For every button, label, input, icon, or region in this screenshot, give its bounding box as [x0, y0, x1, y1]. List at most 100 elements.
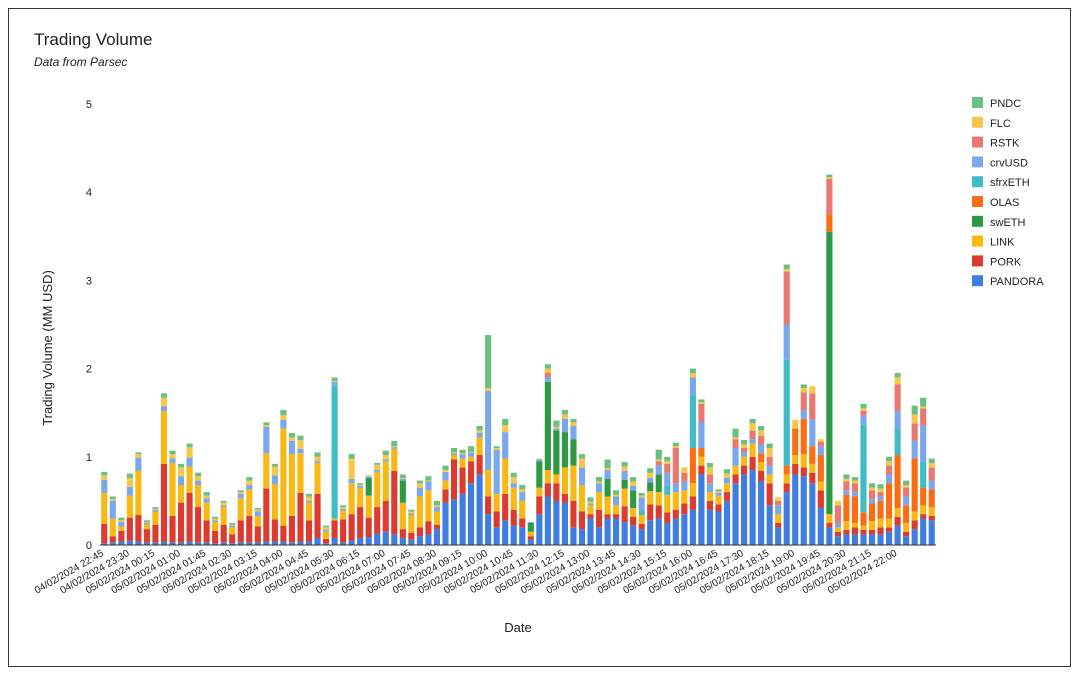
bar-segment-pndc: [758, 425, 765, 431]
bar-stack: [118, 517, 125, 545]
bar-segment-link: [519, 500, 526, 519]
bar-segment-pandora: [493, 527, 500, 545]
bar-segment-pandora: [408, 539, 415, 545]
legend-item-link: LINK: [972, 235, 1015, 249]
bar-stack: [817, 439, 824, 545]
y-tick-label: 1: [86, 452, 92, 464]
bar-segment-pandora: [877, 534, 884, 545]
bar-segment-link: [553, 474, 560, 484]
bar-segment-crvusd: [920, 425, 927, 462]
bar-segment-link: [655, 492, 662, 506]
bar-segment-pork: [340, 519, 347, 543]
bar-segment-crvusd: [109, 500, 116, 519]
bar-segment-pandora: [160, 541, 168, 545]
bar-segment-crvusd: [220, 505, 227, 508]
bar-segment-link: [143, 524, 150, 530]
bar-segment-pandora: [527, 539, 534, 545]
bar-segment-sweth: [553, 430, 560, 475]
bar-segment-pndc: [587, 497, 594, 502]
bar-stack: [391, 440, 398, 545]
bar-segment-pndc: [340, 505, 347, 508]
bar-segment-pandora: [834, 536, 841, 545]
bar-segment-pndc: [851, 477, 859, 481]
bar-segment-pandora: [203, 542, 210, 545]
bar-segment-pork: [578, 511, 586, 530]
bar-segment-olas: [843, 494, 850, 522]
bar-segment-pndc: [826, 174, 833, 178]
bar-segment-crvusd: [570, 425, 577, 440]
bar-segment-pork: [459, 467, 466, 494]
bar-segment-pndc: [101, 471, 108, 476]
bar-segment-pndc: [706, 462, 714, 468]
bar-segment-pork: [135, 515, 142, 542]
bar-segment-crvusd: [152, 509, 159, 512]
bar-segment-pndc: [604, 459, 611, 469]
bar-segment-pandora: [399, 537, 406, 545]
bar-segment-pork: [630, 516, 637, 526]
bar-segment-pndc: [263, 422, 270, 426]
bar-segment-flc: [160, 397, 168, 407]
bar-segment-flc: [740, 444, 748, 448]
bar-stack: [288, 432, 296, 545]
bar-segment-pandora: [254, 542, 261, 545]
bar-segment-olas: [851, 496, 859, 523]
bar-stack: [305, 493, 313, 545]
bar-stack: [135, 452, 142, 545]
bar-segment-pndc: [246, 477, 253, 481]
bar-segment-flc: [237, 492, 244, 494]
bar-segment-crvusd: [476, 432, 483, 438]
bar-segment-link: [288, 454, 296, 516]
bar-segment-flc: [647, 472, 654, 478]
bar-segment-link: [212, 522, 219, 531]
bar-segment-crvusd: [868, 499, 876, 504]
bar-stack: [519, 485, 526, 545]
bar-segment-crvusd: [638, 497, 645, 511]
bar-segment-link: [365, 495, 372, 518]
bar-segment-rstk: [706, 474, 714, 484]
bar-segment-link: [263, 453, 270, 489]
bar-segment-crvusd: [817, 446, 824, 456]
bar-segment-sfrxeth: [689, 395, 696, 448]
bar-segment-pork: [740, 465, 748, 475]
bar-segment-crvusd: [519, 492, 526, 501]
bar-segment-crvusd: [595, 483, 603, 493]
bar-segment-sfrxeth: [920, 461, 927, 488]
bar-segment-pork: [920, 514, 927, 519]
bar-segment-pndc: [911, 405, 918, 415]
bar-segment-pndc: [450, 447, 458, 453]
bar-segment-pndc: [920, 397, 927, 407]
bar-segment-pandora: [536, 514, 543, 545]
bar-segment-link: [314, 462, 321, 494]
bar-segment-link: [476, 437, 483, 456]
bar-segment-olas: [817, 455, 824, 482]
bar-segment-pork: [177, 502, 185, 543]
bar-segment-flc: [322, 527, 330, 531]
bar-segment-rstk: [868, 490, 876, 500]
bar-segment-pandora: [894, 525, 901, 545]
y-axis-title: Trading Volume (MM USD): [40, 270, 55, 426]
bar-segment-rstk: [851, 483, 859, 493]
bar-segment-crvusd: [322, 530, 330, 532]
bar-segment-olas: [886, 483, 893, 519]
bar-segment-rstk: [826, 178, 833, 215]
bar-segment-pndc: [903, 480, 910, 486]
bar-segment-pndc: [800, 384, 807, 389]
bar-stack: [382, 450, 389, 545]
bar-segment-olas: [826, 214, 833, 232]
bar-segment-pork: [331, 520, 338, 538]
bar-segment-link: [416, 496, 423, 528]
bar-stack: [920, 397, 927, 545]
bar-segment-pandora: [195, 542, 202, 545]
bar-segment-flc: [169, 454, 176, 459]
bar-segment-sweth: [621, 479, 628, 489]
bar-segment-pandora: [143, 542, 150, 545]
bar-segment-pork: [732, 474, 739, 484]
bar-segment-pork: [493, 511, 500, 528]
bar-segment-pndc: [109, 496, 116, 500]
bar-segment-link: [621, 488, 628, 507]
bar-stack: [715, 489, 722, 545]
bar-segment-rstk: [894, 384, 901, 411]
bar-segment-crvusd: [783, 324, 790, 360]
bar-segment-pndc: [297, 435, 304, 441]
bar-segment-crvusd: [723, 477, 731, 484]
